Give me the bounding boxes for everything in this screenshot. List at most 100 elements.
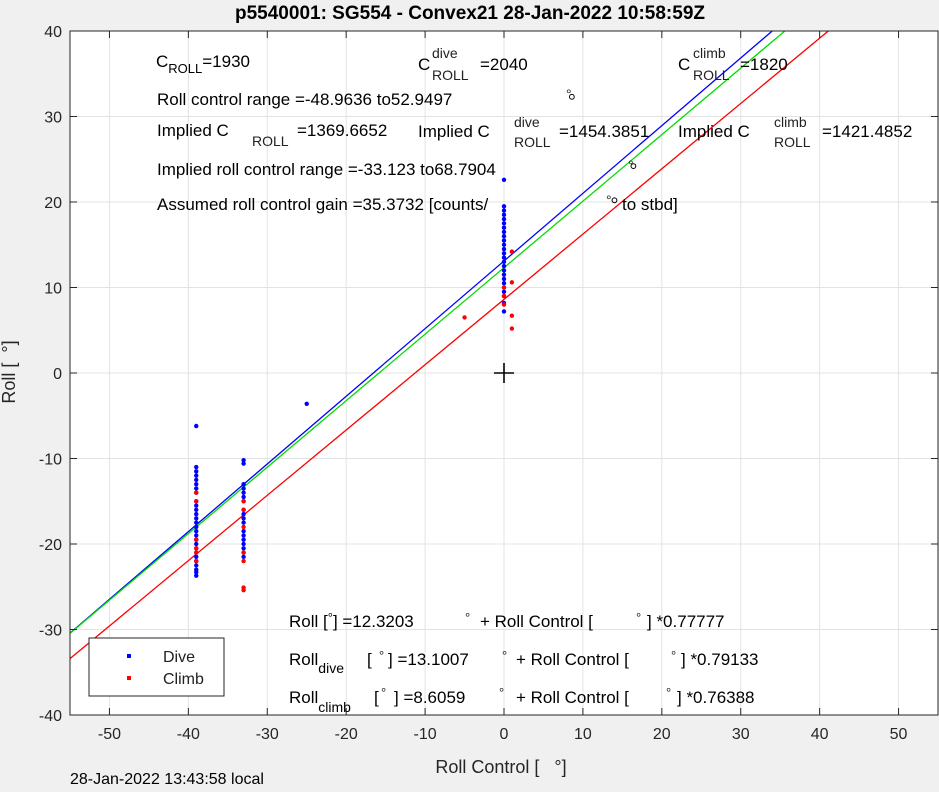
dive-point (194, 573, 199, 578)
climb-point (501, 302, 507, 307)
y-tick-label: 30 (44, 110, 62, 127)
y-axis-label: Roll [ °] (0, 340, 19, 403)
dive-point (501, 281, 507, 286)
legend-box (88, 637, 225, 697)
data-points (194, 177, 515, 593)
climb-point (509, 313, 515, 318)
implied-c-roll-dive: Implied C (418, 122, 490, 141)
c-roll-dive-value: =2040 (480, 55, 528, 74)
degree-circle-marker (630, 163, 637, 169)
y-tick-label: 40 (44, 24, 62, 41)
dive-point (501, 204, 507, 209)
annotations: CROLL=1930 C dive ROLL =2040 C climb ROL… (156, 45, 912, 715)
x-tick-label: -30 (256, 726, 279, 743)
dive-point (501, 268, 507, 273)
climb-point (194, 537, 199, 542)
fit-climb-deg3: ° (666, 685, 671, 700)
dive-point (194, 524, 199, 530)
dive-point (194, 503, 199, 508)
climb-point (509, 249, 515, 254)
dive-point (194, 516, 199, 521)
climb-point (241, 587, 246, 593)
dive-point (501, 221, 507, 226)
climb-point (462, 315, 467, 320)
climb-point (501, 285, 507, 290)
dive-point (501, 177, 507, 182)
assumed-gain-after: to stbd] (622, 195, 678, 214)
c-roll-climb-annotation: C (678, 55, 690, 74)
dive-point (501, 276, 507, 282)
c-roll-climb-value: =1820 (740, 55, 788, 74)
implied-c-roll: Implied C (157, 121, 229, 140)
markers (494, 93, 637, 383)
chart-title: p5540001: SG554 - Convex21 28-Jan-2022 1… (235, 3, 705, 24)
dive-point (501, 216, 507, 222)
dive-point (501, 259, 507, 265)
implied-c-roll-value: =1369.6652 (297, 121, 387, 140)
dive-point (194, 423, 199, 429)
c-roll-dive-sub: ROLL (432, 67, 469, 83)
fit-climb-equation: Rollclimb (289, 688, 351, 715)
dive-point (194, 507, 199, 512)
dive-point (501, 225, 507, 230)
fit-dive-deg2: ° (502, 648, 507, 663)
dive-point (194, 528, 199, 534)
dive-point (501, 212, 507, 218)
degree-circle-marker (568, 93, 575, 100)
legend-dive-label: Dive (163, 649, 195, 666)
fit-climb-part-c: ] =8.6059 (394, 688, 465, 707)
climb-point (194, 499, 199, 504)
dive-point (501, 309, 507, 314)
climb-point (241, 524, 246, 530)
dive-point (241, 520, 246, 525)
stray-degree-2: ° (628, 157, 634, 173)
dive-point (501, 251, 507, 256)
dive-point (194, 520, 199, 525)
dive-point (194, 486, 199, 491)
dive-point (501, 255, 507, 260)
assumed-gain-degree: ° (606, 192, 612, 208)
y-tick-label: -30 (39, 623, 62, 640)
implied-c-roll-climb: Implied C (678, 122, 750, 141)
fit-dive-deg3: ° (671, 648, 676, 663)
c-roll-annotation: CROLL=1930 (156, 52, 250, 76)
implied-c-roll-climb-value: =1421.4852 (822, 122, 912, 141)
x-tick-label: -10 (414, 726, 437, 743)
fit-dive-part-d: + Roll Control [ (516, 650, 629, 669)
dive-point (194, 477, 199, 483)
fit-dive-deg1: ° (379, 648, 384, 663)
fit-all-equation: Roll [°] =12.3203 (289, 610, 414, 631)
x-tick-label: 0 (500, 726, 509, 743)
implied-c-roll-climb-sup: climb (774, 114, 807, 130)
fit-climb-deg2: ° (499, 685, 504, 700)
y-tick-label: -20 (39, 537, 62, 554)
dive-point (194, 533, 199, 538)
dive-point (241, 516, 246, 521)
legend-dive-marker (127, 654, 131, 658)
dive-point (304, 401, 309, 406)
axis-ticks: -50 -40 -30 -20 -10 0 10 20 30 40 50 -40 -30 -20 -10 0 1… (39, 24, 938, 743)
x-tick-label: -20 (335, 726, 358, 743)
fit-all-part-d: ] *0.77777 (647, 612, 725, 631)
dive-point (501, 242, 507, 247)
roll-control-range: Roll control range =-48.9636 to52.9497 (157, 90, 452, 109)
dive-point (501, 234, 507, 239)
dive-point (194, 570, 199, 575)
climb-point (241, 558, 246, 564)
dive-point (501, 208, 507, 213)
dive-point (241, 461, 246, 466)
y-tick-label: 20 (44, 195, 62, 212)
dive-point (241, 537, 246, 542)
dive-point (241, 486, 246, 491)
fit-climb-part-d: + Roll Control [ (516, 688, 629, 707)
dive-point (194, 541, 199, 547)
legend: Dive Climb (88, 637, 225, 697)
dive-point (241, 554, 246, 560)
fit-all-deg2: ° (465, 610, 470, 625)
fit-dive-part-c: ] =13.1007 (388, 650, 469, 669)
dive-point (501, 229, 507, 235)
fit-dive-bracket: [ (367, 650, 372, 669)
dive-point (194, 554, 199, 560)
fit-dive-equation: Rolldive (289, 650, 344, 676)
